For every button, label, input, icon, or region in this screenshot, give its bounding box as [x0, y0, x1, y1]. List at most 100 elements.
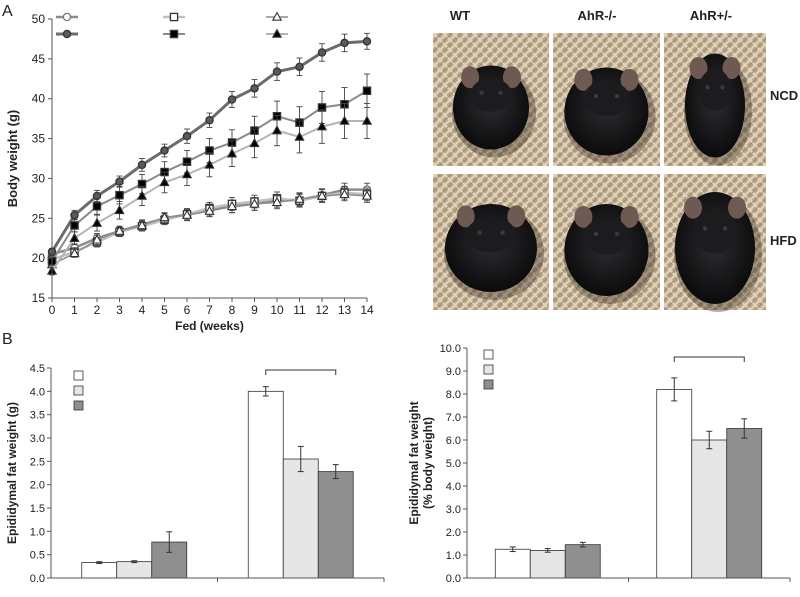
data-point: [250, 84, 259, 93]
x-tick-label: 13: [338, 303, 352, 317]
data-point: [204, 159, 215, 169]
significance-bracket: [265, 369, 337, 375]
data-point: [136, 190, 148, 200]
legend-swatch: [483, 364, 494, 375]
bar-ahrhet-hfd: [317, 471, 354, 579]
x-tick-label: 4: [139, 303, 146, 317]
legend-marker: [62, 12, 72, 22]
legend-item-ahrhet-ncd: [266, 11, 288, 21]
y-tick-label: 8.0: [446, 389, 461, 401]
y-tick-label: 2.0: [446, 527, 461, 539]
y-tick-label: 4.5: [30, 363, 45, 375]
legend-marker: [169, 29, 179, 39]
y-tick-label: 40: [32, 92, 46, 106]
data-point: [182, 131, 192, 141]
mouse-head: [583, 217, 630, 255]
data-point: [361, 115, 373, 125]
mouse-ear-left: [456, 205, 475, 228]
mouse-ear-right: [502, 66, 521, 89]
x-tick-label: 9: [251, 303, 258, 317]
data-point: [316, 121, 328, 131]
legend-swatch: [483, 379, 494, 390]
photo-row-label-hfd: HFD: [770, 233, 797, 248]
x-tick-label: 0: [49, 303, 56, 317]
legend-marker: [169, 12, 179, 22]
data-point: [70, 210, 79, 220]
bar-chart-2-y-axis-label-line2: (% body weight): [421, 417, 435, 509]
mouse-eye: [500, 230, 505, 235]
data-point: [69, 232, 80, 242]
bar-chart-1-y-axis-label: Epididymal fat weight (g): [5, 402, 19, 544]
mouse-photo-wt-ncd: [433, 33, 549, 166]
y-tick-label: 25: [32, 211, 46, 225]
y-tick-label: 10.0: [440, 343, 461, 355]
data-point: [91, 217, 103, 227]
mouse-eye: [720, 85, 725, 90]
mouse-head: [693, 208, 737, 254]
bar-ahrko-ncd: [116, 561, 153, 579]
y-tick-label: 2.0: [30, 480, 45, 492]
legend-item-wt: [73, 370, 84, 381]
bar-chart-2-y-axis-label: Epididymal fat weight: [407, 401, 421, 524]
y-tick-label: 1.0: [446, 550, 461, 562]
y-tick-label: 3.5: [30, 410, 45, 422]
data-point: [181, 168, 193, 179]
bar-ahrko-hfd: [691, 439, 728, 579]
y-tick-label: 1.5: [30, 503, 45, 515]
mouse-ear-left: [684, 196, 702, 219]
bar-chart-1-legend: [73, 370, 84, 411]
data-point: [160, 146, 169, 155]
bar-ahrko-hfd: [282, 458, 319, 579]
mouse-head: [698, 69, 732, 111]
mouse-eye: [705, 85, 710, 90]
mouse-ear-left: [689, 57, 708, 80]
mouse-eye: [614, 231, 620, 237]
legend-item-ahrhet: [483, 379, 494, 390]
data-point: [91, 234, 103, 244]
mouse-eye: [477, 230, 482, 235]
data-point: [137, 160, 147, 170]
y-tick-label: 3.0: [446, 504, 461, 516]
y-tick-label: 3.0: [30, 433, 45, 445]
legend-swatch: [483, 349, 494, 360]
mouse-photo-grid: WT AhR-/- AhR+/- NCD HFD: [433, 8, 798, 312]
data-point: [114, 225, 125, 235]
data-point: [69, 247, 80, 258]
mouse-eye: [479, 90, 484, 96]
bar-wt-hfd: [656, 388, 693, 579]
x-tick-label: 7: [206, 303, 213, 317]
mouse-ear-right: [620, 205, 639, 228]
x-axis-label: Fed (weeks): [175, 319, 244, 333]
y-tick-label: 1.0: [30, 526, 45, 538]
x-tick-label: 1: [71, 303, 78, 317]
y-tick-label: 6.0: [446, 435, 461, 447]
mouse-eye: [593, 231, 599, 237]
legend-marker: [271, 11, 283, 21]
data-point: [204, 205, 215, 215]
x-tick-label: 11: [293, 303, 306, 317]
mouse-ear-right: [722, 57, 741, 80]
bar-chart-2-legend: [483, 349, 494, 390]
mouse-ear-right: [728, 196, 746, 219]
data-point: [271, 196, 283, 207]
legend-item-ahrko: [73, 385, 84, 396]
photo-column-label-ahr-ko: AhR-/-: [578, 8, 617, 23]
y-tick-label: 45: [32, 52, 46, 66]
data-point: [70, 221, 79, 230]
mouse-ear-right: [620, 68, 639, 91]
panel-label-a: A: [2, 3, 13, 20]
mouse-photo-ahrhet-hfd: [664, 174, 766, 312]
mouse-eye: [593, 93, 599, 99]
y-tick-label: 4.0: [30, 386, 45, 398]
x-tick-label: 14: [360, 303, 374, 317]
fat-percent-bar-chart: 0.0 1.0 2.0 3.0 4.0 5.0 6.0 7.0 8.0 9.0 10.0 Epidi…: [407, 343, 791, 585]
y-tick-label: 7.0: [446, 412, 461, 424]
line-chart-legend: [56, 11, 288, 39]
bar-ahrhet-hfd: [726, 428, 763, 579]
legend-item-ahrwt-hfd: [56, 29, 78, 39]
data-point: [340, 38, 349, 48]
mouse-eye: [702, 226, 708, 231]
data-point: [205, 115, 214, 125]
